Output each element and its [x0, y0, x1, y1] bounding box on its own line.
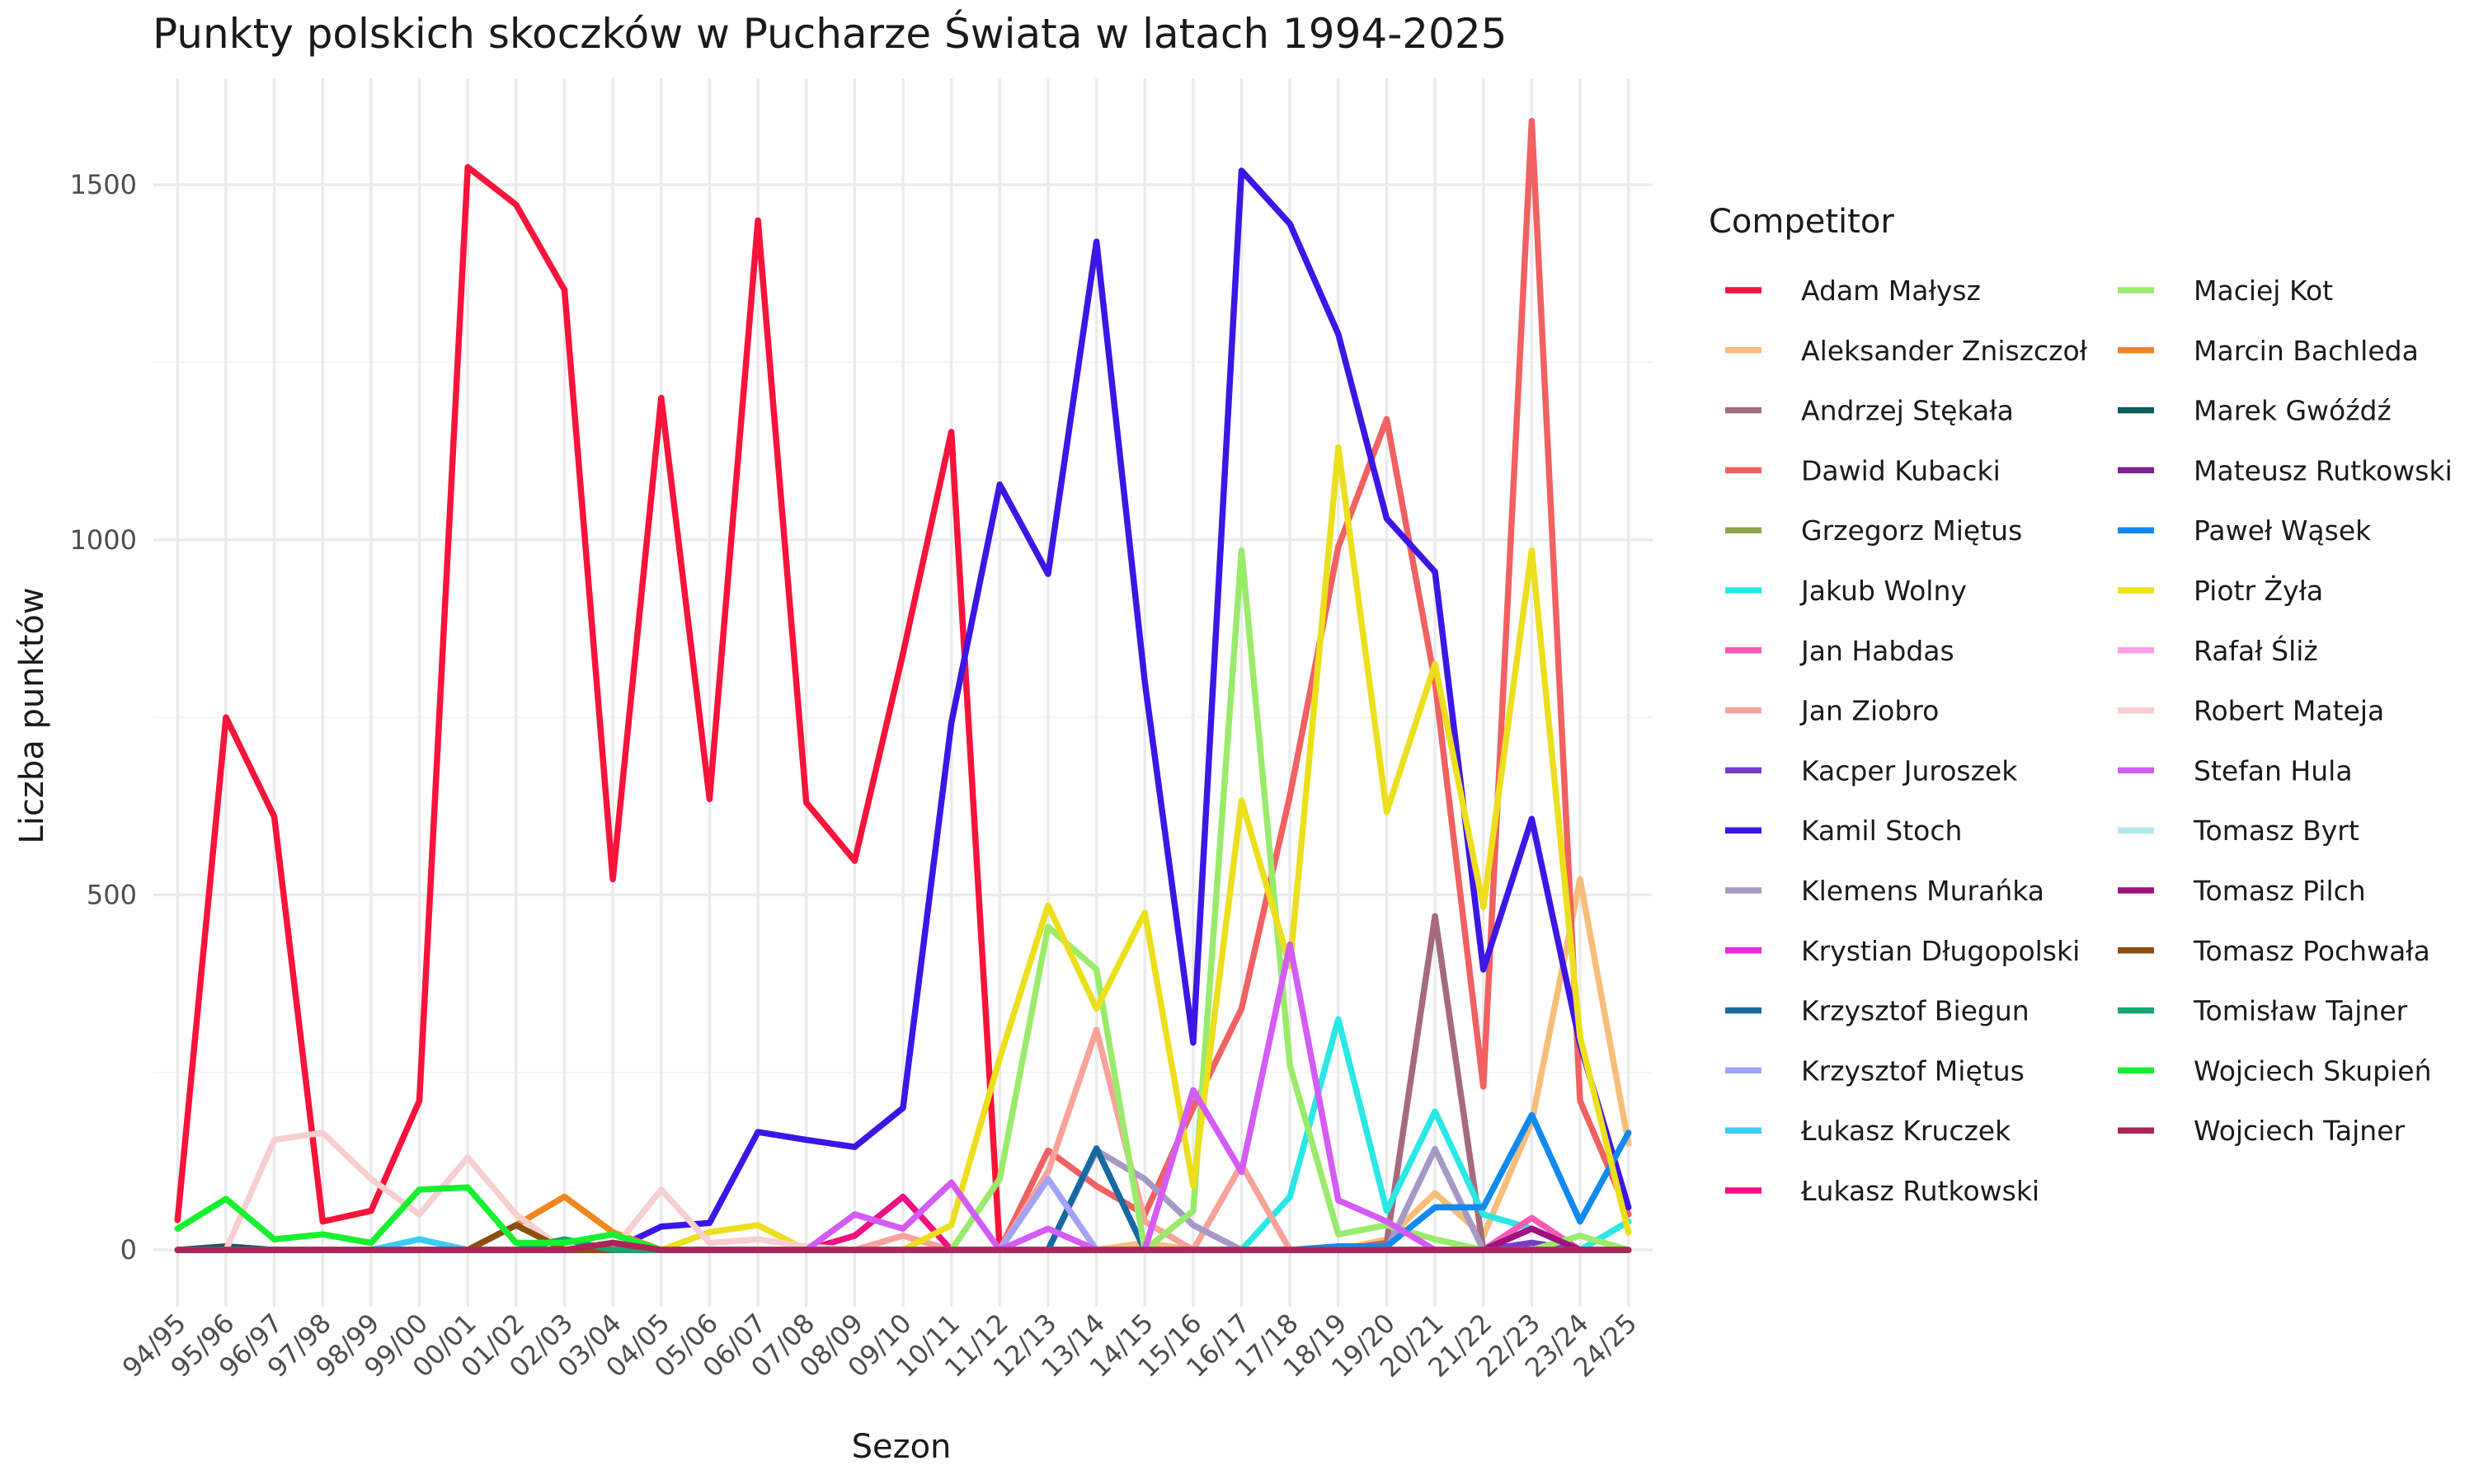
- legend-item: Jan Ziobro: [1725, 695, 1939, 727]
- legend-item: Krzysztof Biegun: [1725, 995, 2030, 1027]
- legend-label: Łukasz Kruczek: [1800, 1115, 2011, 1147]
- legend-label: Kacper Juroszek: [1801, 754, 2018, 787]
- legend-label: Aleksander Zniszczoł: [1801, 335, 2088, 367]
- legend-label: Grzegorz Miętus: [1801, 514, 2022, 547]
- y-tick-label: 1500: [70, 169, 137, 200]
- legend-label: Jan Habdas: [1799, 635, 1954, 667]
- legend-item: Tomasz Pilch: [2118, 875, 2366, 907]
- legend-label: Kamil Stoch: [1801, 815, 1962, 847]
- y-axis-title: Liczba punktów: [13, 587, 51, 843]
- legend-label: Andrzej Stękała: [1801, 395, 2014, 427]
- legend-item: Piotr Żyła: [2118, 575, 2323, 607]
- legend-label: Robert Mateja: [2194, 695, 2384, 727]
- legend-item: Tomisław Tajner: [2118, 995, 2408, 1027]
- legend-item: Marek Gwóźdź: [2118, 395, 2392, 427]
- legend-label: Krzysztof Miętus: [1801, 1054, 2025, 1087]
- legend-label: Krzysztof Biegun: [1801, 995, 2030, 1027]
- legend-item: Tomasz Pochwała: [2118, 935, 2430, 967]
- legend-label: Jan Ziobro: [1799, 695, 1939, 727]
- legend-label: Tomisław Tajner: [2193, 995, 2408, 1027]
- legend-item: Tomasz Byrt: [2118, 815, 2359, 847]
- legend-label: Łukasz Rutkowski: [1800, 1175, 2039, 1207]
- legend-label: Marek Gwóźdź: [2194, 395, 2392, 427]
- y-tick-label: 1000: [70, 524, 137, 556]
- legend-item: Łukasz Kruczek: [1725, 1115, 2011, 1147]
- series-line-wojciech-tajner: [174, 1239, 1632, 1253]
- legend-item: Adam Małysz: [1725, 275, 1981, 307]
- legend-item: Stefan Hula: [2118, 754, 2353, 787]
- legend-label: Tomasz Pilch: [2193, 875, 2366, 907]
- legend-item: Rafał Śliż: [2118, 634, 2318, 667]
- legend-label: Jakub Wolny: [1799, 575, 1967, 607]
- legend-item: Paweł Wąsek: [2118, 514, 2372, 547]
- y-axis-ticks: 0 500 1000 1500: [70, 169, 137, 1266]
- legend-label: Tomasz Byrt: [2193, 815, 2359, 847]
- legend-item: Wojciech Skupień: [2118, 1054, 2432, 1087]
- legend-item: Krystian Długopolski: [1725, 935, 2080, 967]
- legend-item: Dawid Kubacki: [1725, 454, 2001, 486]
- plot-grid: [153, 78, 1653, 1307]
- x-axis-title: Sezon: [852, 1428, 952, 1466]
- legend-label: Wojciech Tajner: [2194, 1115, 2406, 1147]
- legend-item: Jakub Wolny: [1725, 575, 1967, 607]
- chart-title: Punkty polskich skoczków w Pucharze Świa…: [153, 9, 1507, 58]
- legend: Competitor Adam Małysz Aleksander Zniszcz…: [1709, 203, 2453, 1207]
- legend-label: Adam Małysz: [1801, 275, 1981, 307]
- legend-label: Rafał Śliż: [2194, 634, 2318, 667]
- legend-item: Andrzej Stękała: [1725, 395, 2014, 427]
- legend-item: Jan Habdas: [1725, 635, 1954, 667]
- legend-item: Kacper Juroszek: [1725, 754, 2018, 787]
- legend-label: Stefan Hula: [2194, 754, 2353, 787]
- legend-label: Mateusz Rutkowski: [2194, 454, 2453, 486]
- legend-label: Klemens Murańka: [1801, 875, 2044, 907]
- series-lines: [174, 117, 1632, 1253]
- legend-title: Competitor: [1709, 203, 1894, 241]
- legend-item: Łukasz Rutkowski: [1725, 1175, 2039, 1207]
- legend-label: Tomasz Pochwała: [2193, 935, 2430, 967]
- y-tick-label: 500: [87, 879, 137, 910]
- y-tick-label: 0: [120, 1234, 137, 1266]
- legend-label: Maciej Kot: [2194, 275, 2333, 307]
- legend-items: Adam Małysz Aleksander Zniszczoł Andrzej S…: [1725, 275, 2453, 1207]
- legend-label: Krystian Długopolski: [1801, 935, 2080, 967]
- legend-item: Kamil Stoch: [1725, 815, 1962, 847]
- legend-item: Klemens Murańka: [1725, 875, 2044, 907]
- legend-item: Maciej Kot: [2118, 275, 2333, 307]
- legend-item: Wojciech Tajner: [2118, 1115, 2406, 1147]
- legend-item: Aleksander Zniszczoł: [1725, 335, 2088, 367]
- legend-item: Krzysztof Miętus: [1725, 1054, 2025, 1087]
- legend-item: Grzegorz Miętus: [1725, 514, 2022, 547]
- legend-label: Dawid Kubacki: [1801, 454, 2001, 486]
- legend-item: Marcin Bachleda: [2118, 335, 2419, 367]
- legend-label: Piotr Żyła: [2194, 575, 2323, 607]
- legend-label: Paweł Wąsek: [2194, 514, 2372, 547]
- legend-item: Mateusz Rutkowski: [2118, 454, 2453, 486]
- legend-label: Marcin Bachleda: [2194, 335, 2419, 367]
- legend-label: Wojciech Skupień: [2194, 1054, 2432, 1087]
- legend-item: Robert Mateja: [2118, 695, 2384, 727]
